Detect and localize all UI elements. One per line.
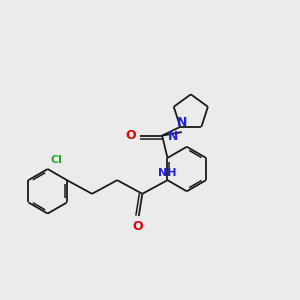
- Text: O: O: [126, 129, 136, 142]
- Text: N: N: [168, 130, 178, 143]
- Text: Cl: Cl: [50, 155, 62, 165]
- Text: O: O: [132, 220, 142, 233]
- Text: NH: NH: [158, 168, 177, 178]
- Text: N: N: [177, 116, 187, 129]
